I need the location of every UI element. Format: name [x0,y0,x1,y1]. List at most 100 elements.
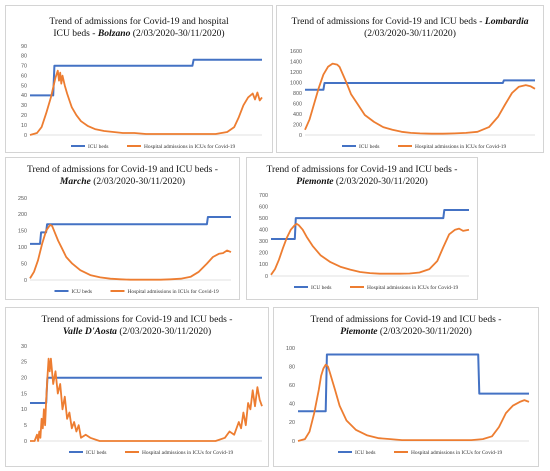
y-tick-label: 50 [21,83,27,89]
chart-title-line2: ICU beds - Bolzano (2/03/2020-30/11/2020… [6,28,272,39]
y-tick-label: 0 [265,274,268,280]
y-tick-label: 100 [286,346,295,352]
y-tick-label: 0 [292,439,295,445]
legend-label-admissions: Hospital admissions in ICUs for Covid-19 [367,284,458,291]
legend-label-admissions: Hospital admissions in ICUs for Covid-19 [144,143,235,150]
y-tick-label: 0 [24,133,27,139]
icu-beds-series-line [30,216,231,245]
chart-title-line2: Piemonte (2/03/2020-30/11/2020) [274,326,538,337]
chart-panel-piemonte: Trend of admissions for Covid-19 and ICU… [246,157,478,300]
y-tick-label: 1400 [290,59,302,65]
y-tick-label: 20 [289,420,295,426]
chart-panel-bolzano: Trend of admissions for Covid-19 and hos… [5,5,273,153]
line-chart-marche: 0 50 100 150 200 250 ICU beds Hospital admissio… [18,196,232,295]
y-tick-label: 0 [299,133,302,139]
y-tick-label: 30 [21,344,27,350]
y-tick-label: 1600 [290,49,302,55]
title-dates: (2/03/2020-30/11/2020) [377,326,472,337]
region-name: Piemonte [340,326,378,337]
y-tick-label: 250 [18,196,27,202]
legend-label-admissions: Hospital admissions in ICUs for Covid-19 [142,449,233,456]
region-name: Lombardia [484,16,529,27]
admissions-series-line [30,357,263,442]
legend-label-icu: ICU beds [355,450,376,456]
region-name: Marche [59,176,91,187]
y-tick-label: 40 [289,402,295,408]
y-tick-label: 100 [259,262,268,268]
y-tick-label: 400 [293,112,302,118]
chart-title-line1: Trend of admissions for Covid-19 and hos… [49,16,229,27]
y-tick-label: 1000 [290,80,302,86]
y-tick-label: 80 [289,364,295,370]
legend-label-icu: ICU beds [359,144,380,150]
title-dates: (2/03/2020-30/11/2020) [116,326,212,337]
legend-label-admissions: Hospital admissions in ICUs for Covid-19 [415,143,506,150]
admissions-series-line [304,62,536,135]
y-tick-label: 20 [21,113,27,119]
legend-label-admissions: Hospital admissions in ICUs for Covid-19 [411,449,502,456]
chart-title-line1: Trend of admissions for Covid-19 and ICU… [310,314,502,325]
y-tick-label: 200 [259,251,268,257]
y-tick-label: 60 [289,383,295,389]
chart-panel-valle-daosta: Trend of admissions for Covid-19 and ICU… [5,307,269,467]
legend-label-icu: ICU beds [86,450,107,456]
icu-beds-series-line [305,79,535,91]
y-tick-label: 40 [21,93,27,99]
line-chart-piemonte: 0 100 200 300 400 500 600 700 ICU beds Hospital a… [259,193,470,291]
y-tick-label: 300 [259,239,268,245]
y-tick-label: 0 [24,439,27,445]
region-name: Piemonte [296,176,334,187]
y-tick-label: 100 [18,245,27,251]
title-dates: (2/03/2020-30/11/2020) [90,176,186,187]
chart-title-line1: Trend of admissions for Covid-19 and ICU… [27,164,218,175]
y-tick-label: 0 [24,278,27,284]
chart-title-line1: Trend of admissions for Covid-19 and ICU… [277,16,543,27]
line-chart-valle-daosta: 0 5 10 15 20 25 30 ICU beds Hospital admissions … [21,344,263,456]
title-dates: (2/03/2020-30/11/2020) [333,176,428,187]
icu-beds-series-line [271,209,469,240]
chart-panel-piemonte-2: Trend of admissions for Covid-19 and ICU… [273,307,539,467]
line-chart-piemonte-2: 0 20 40 60 80 100 ICU beds Hospital admissions … [286,346,530,456]
icu-beds-series-line [298,353,529,413]
title-dates: (2/03/2020-30/11/2020) [130,28,225,39]
chart-panel-marche: Trend of admissions for Covid-19 and ICU… [5,157,240,300]
y-tick-label: 800 [293,91,302,97]
y-tick-label: 10 [21,123,27,129]
admissions-series-line [29,224,232,281]
line-chart-bolzano: 0 10 20 30 40 50 60 70 80 90 ICU beds Hospital admi… [21,44,263,150]
legend-label-admissions: Hospital admissions in ICUs for Covid-19 [128,288,219,295]
y-tick-label: 1200 [290,70,302,76]
chart-title-line2: Marche (2/03/2020-30/11/2020) [6,176,239,187]
admissions-series-line [270,223,470,276]
admissions-series-line [297,363,530,442]
y-tick-label: 200 [18,212,27,218]
y-tick-label: 30 [21,103,27,109]
icu-beds-series-line [30,58,262,97]
y-tick-label: 150 [18,229,27,235]
y-tick-label: 600 [293,101,302,107]
y-tick-label: 15 [21,391,27,397]
y-tick-label: 700 [259,193,268,199]
y-tick-label: 25 [21,360,27,366]
y-tick-label: 50 [21,261,27,267]
y-tick-label: 20 [21,375,27,381]
chart-title-line1: Trend of admissions for Covid-19 and ICU… [41,314,233,325]
chart-panel-lombardia: Trend of admissions for Covid-19 and ICU… [276,5,544,153]
chart-title-line2: Valle D'Aosta (2/03/2020-30/11/2020) [6,326,268,337]
y-tick-label: 200 [293,122,302,128]
y-tick-label: 60 [21,73,27,79]
y-tick-label: 5 [24,423,27,429]
y-tick-label: 600 [259,204,268,210]
line-chart-lombardia: 0 200 400 600 800 1000 1200 1400 1600 ICU beds Hos… [290,49,536,150]
y-tick-label: 90 [21,44,27,50]
title-prefix: ICU beds - [53,28,98,39]
chart-title-line1: Trend of admissions for Covid-19 and ICU… [266,164,458,175]
y-tick-label: 10 [21,407,27,413]
region-name: Valle D'Aosta [62,326,117,337]
y-tick-label: 70 [21,64,27,70]
chart-title-line2: Piemonte (2/03/2020-30/11/2020) [247,176,477,187]
admissions-series-line [29,69,263,136]
y-tick-label: 80 [21,54,27,60]
region-name: Bolzano [97,28,131,39]
legend-label-icu: ICU beds [72,289,93,295]
